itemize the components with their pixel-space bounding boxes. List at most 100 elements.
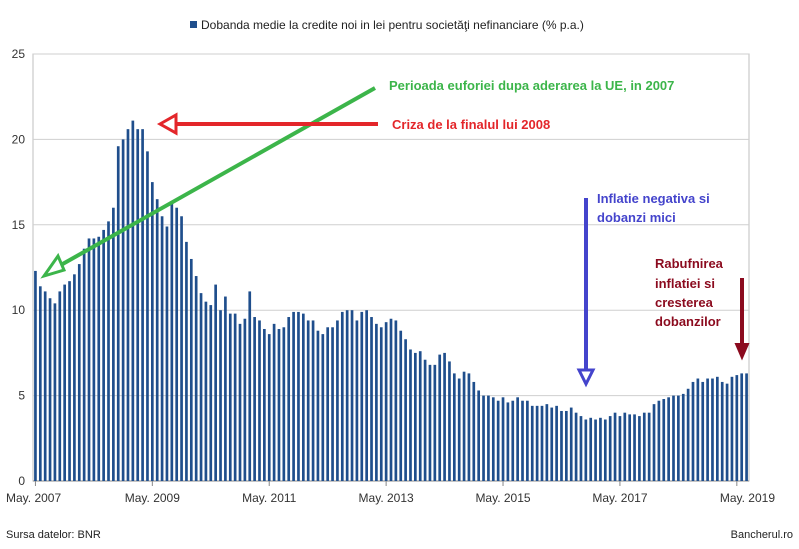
bar (238, 323, 242, 481)
bar (720, 381, 724, 481)
bar (462, 371, 466, 481)
bar (540, 405, 544, 481)
annotation-inflation-rebound: Rabufnirea inflatiei si cresterea dobanz… (655, 256, 750, 361)
bar (530, 405, 534, 481)
legend-swatch (190, 21, 197, 28)
bar (603, 419, 607, 481)
y-tick-label: 15 (12, 218, 26, 232)
bar (701, 381, 705, 481)
bar (97, 236, 101, 481)
bar (394, 320, 398, 481)
bar (165, 226, 169, 481)
bar (92, 238, 96, 481)
bar (102, 229, 105, 481)
bar (487, 395, 490, 481)
x-tick-label: May. 2011 (242, 491, 297, 505)
bar (214, 284, 217, 481)
bar (389, 318, 393, 481)
bar (472, 381, 476, 481)
bar (116, 146, 120, 482)
bar (365, 310, 368, 481)
annotation-crisis-text: Criza de la finalul lui 2008 (392, 117, 550, 132)
bar (263, 328, 266, 481)
bar (496, 400, 500, 481)
bar (443, 352, 446, 481)
bar (647, 412, 651, 481)
bar (681, 393, 685, 481)
bar (725, 383, 729, 481)
bar (136, 129, 140, 481)
bar (589, 417, 593, 481)
bar (272, 323, 276, 481)
bar (633, 414, 636, 481)
x-axis: May. 2007 May. 2009 May. 2011 May. 2013 May.… (6, 481, 775, 505)
bar (311, 320, 315, 481)
bar (350, 310, 354, 481)
y-tick-label: 25 (12, 47, 26, 61)
bar (63, 284, 66, 481)
bar (189, 258, 193, 481)
bar (48, 298, 52, 481)
bar (219, 310, 222, 481)
bar (248, 291, 252, 481)
y-tick-label: 20 (12, 132, 26, 146)
bar (38, 286, 42, 481)
bar (150, 182, 154, 481)
annotation-negative-inflation: Inflatie negativa si dobanzi mici (576, 191, 710, 388)
bar (628, 414, 632, 481)
bar (316, 330, 320, 481)
bar (438, 354, 442, 481)
bar (73, 274, 76, 481)
brand-label: Bancherul.ro (730, 529, 793, 541)
bar (555, 405, 558, 481)
bar (297, 311, 300, 481)
y-axis: 0 5 10 15 20 25 (12, 47, 26, 488)
bar (448, 361, 451, 481)
bar (672, 395, 675, 481)
bar (282, 327, 286, 481)
bar (146, 151, 149, 482)
bar (652, 404, 656, 481)
bar (170, 202, 174, 481)
bar (409, 349, 412, 481)
bar (107, 221, 110, 481)
bar (224, 296, 227, 481)
bar (321, 334, 325, 481)
bar (121, 139, 125, 481)
bar (516, 397, 519, 481)
y-tick-label: 0 (18, 474, 25, 488)
bar (482, 395, 485, 481)
bar (521, 400, 524, 481)
x-tick-label: May. 2009 (125, 491, 180, 505)
bar (579, 416, 583, 481)
bar (131, 120, 135, 482)
bar (574, 412, 578, 481)
bar (370, 317, 373, 481)
bar (491, 397, 495, 481)
bar (384, 322, 388, 481)
bar (414, 352, 417, 481)
annotation-inflation-rebound-line4: dobanzilor (655, 314, 721, 329)
bar (565, 410, 568, 481)
annotation-crisis: Criza de la finalul lui 2008 (156, 112, 550, 136)
bar (243, 318, 247, 481)
bar (204, 301, 208, 481)
bar (301, 313, 305, 481)
bar (34, 270, 37, 481)
annotation-inflation-rebound-line1: Rabufnirea (655, 256, 724, 271)
x-tick-label: May. 2013 (359, 491, 414, 505)
bar (662, 399, 666, 481)
bar (433, 364, 437, 481)
bar (267, 334, 271, 481)
bar (569, 407, 573, 481)
bar (545, 404, 549, 481)
bar (277, 328, 281, 481)
bar (477, 390, 481, 481)
bar (706, 378, 709, 481)
bar (287, 317, 291, 481)
x-tick-label: May. 2007 (6, 491, 61, 505)
bar (716, 376, 719, 481)
bar (194, 276, 198, 481)
bar (584, 419, 588, 481)
bar (355, 320, 359, 481)
